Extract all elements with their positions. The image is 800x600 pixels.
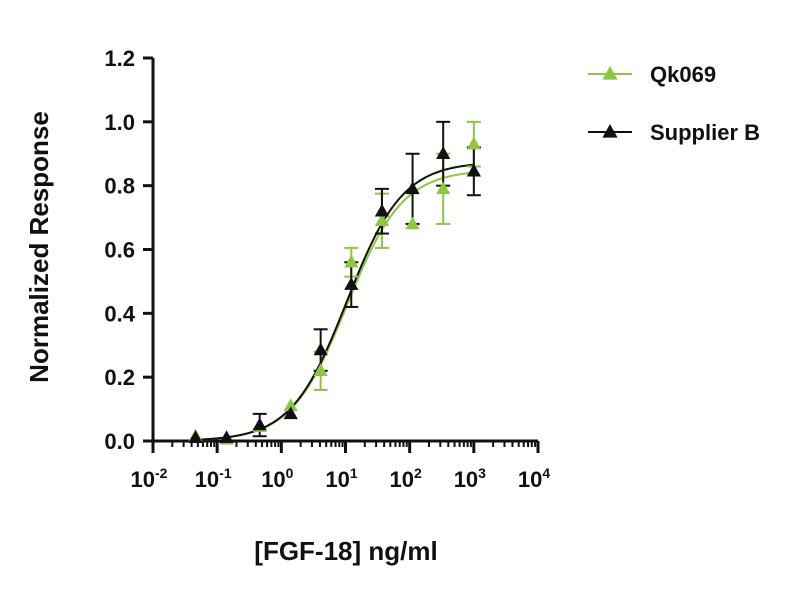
tick-labels: 0.0 0.2 0.4 0.6 0.8 1.0 1.2 10-2 10-1 100 101 102 10… (104, 46, 550, 492)
y-axis-title: Normalized Response (24, 111, 54, 383)
x-tick-label: 10-1 (195, 465, 232, 492)
legend-label: Qk069 (650, 62, 716, 87)
data-point (344, 254, 359, 268)
data-point (252, 417, 267, 431)
data-point (374, 213, 390, 227)
data-point (405, 181, 420, 195)
y-tick-label: 1.0 (104, 110, 135, 135)
x-tick-label: 102 (390, 465, 422, 492)
data-point (374, 203, 390, 217)
fit-curves (191, 163, 474, 441)
x-tick-label: 103 (454, 465, 486, 492)
legend-marker (602, 66, 618, 80)
legend-marker (602, 124, 618, 138)
x-tick-label: 104 (518, 465, 550, 492)
axes (143, 56, 540, 453)
legend: Qk069 Supplier B (588, 62, 760, 145)
y-tick-label: 0.4 (104, 301, 135, 326)
x-tick-label: 101 (325, 465, 357, 492)
data-point (313, 363, 328, 377)
x-tick-label: 100 (261, 465, 293, 492)
data-point (436, 146, 451, 159)
data-markers (188, 136, 481, 445)
legend-label: Supplier B (650, 120, 760, 145)
y-tick-label: 0.2 (104, 365, 135, 390)
y-tick-label: 0.0 (104, 429, 135, 454)
data-point (313, 342, 328, 356)
data-point (466, 163, 481, 177)
x-tick-label: 10-2 (131, 465, 168, 492)
data-point (344, 277, 359, 290)
data-point (405, 216, 420, 230)
fit-curve-0 (191, 171, 474, 441)
data-point (466, 136, 481, 150)
y-tick-label: 0.6 (104, 238, 135, 263)
data-point (188, 430, 203, 444)
data-point (283, 398, 298, 412)
data-point (219, 430, 234, 444)
y-tick-label: 1.2 (104, 46, 135, 71)
fit-curve-1 (191, 163, 474, 441)
x-axis-title: [FGF-18] ng/ml (254, 536, 437, 566)
data-point (283, 406, 298, 420)
y-tick-label: 0.8 (104, 174, 135, 199)
data-point (436, 181, 451, 195)
